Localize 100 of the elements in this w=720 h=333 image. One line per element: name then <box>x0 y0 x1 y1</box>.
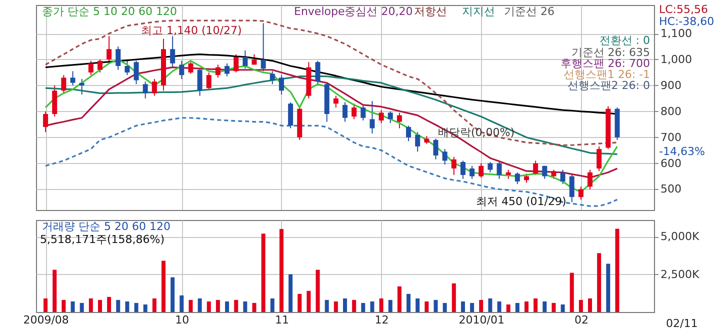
bar <box>352 300 356 312</box>
bar <box>134 302 138 312</box>
candlestick <box>388 110 393 124</box>
candlestick <box>569 174 574 203</box>
bar <box>397 286 402 312</box>
candlestick <box>333 95 338 108</box>
candlestick <box>242 50 248 70</box>
annotation: 거래량 단순 5 20 60 120 <box>42 220 170 233</box>
bar <box>424 301 429 312</box>
candlestick <box>488 161 493 173</box>
candlestick <box>415 132 420 152</box>
bar <box>180 295 184 312</box>
bar <box>143 304 148 312</box>
candlestick <box>560 169 566 185</box>
candlestick <box>61 74 66 94</box>
annotation: 최저 450 (01/29) <box>476 195 566 208</box>
candlestick <box>288 102 294 129</box>
candlestick <box>116 46 121 70</box>
candlestick <box>506 169 511 180</box>
candlestick <box>170 36 176 68</box>
candlestick <box>578 186 584 200</box>
y-tick-label: 700 <box>660 130 682 144</box>
candlestick <box>52 84 58 118</box>
bar <box>506 304 510 312</box>
annotation: 5,518,171주(158,86%) <box>40 233 165 246</box>
candlestick <box>315 60 320 86</box>
bar <box>379 298 384 312</box>
annotation: 저항선 <box>414 5 447 18</box>
candlestick <box>215 64 220 78</box>
candlestick <box>124 58 130 76</box>
y-tick-label: 1,000 <box>660 52 692 66</box>
bar <box>152 298 156 312</box>
candlestick <box>442 148 448 166</box>
candlestick <box>496 161 502 180</box>
annotation: 선행스팬2 26: 0 <box>567 79 650 92</box>
y-tick-label: 5,000K <box>660 230 700 244</box>
bar <box>80 302 84 312</box>
annotation: 후행스팬 26: 700 <box>560 57 650 70</box>
candlestick <box>270 70 275 85</box>
candlestick <box>179 60 184 80</box>
bar <box>243 301 248 312</box>
candlestick <box>524 173 529 184</box>
bar <box>270 298 274 312</box>
candlestick <box>188 62 194 74</box>
bar <box>588 298 592 312</box>
bar <box>188 300 193 312</box>
bar <box>361 302 366 312</box>
candlestick <box>43 110 48 133</box>
annotation: 기준선 26: 635 <box>571 46 650 59</box>
candlestick <box>79 78 84 96</box>
candlestick <box>588 169 593 190</box>
bar <box>416 298 420 312</box>
bar <box>460 301 465 312</box>
bar <box>306 290 311 312</box>
bar <box>578 300 583 312</box>
bar <box>515 302 520 312</box>
bar <box>570 272 574 312</box>
bar <box>606 264 610 312</box>
bar <box>497 301 502 312</box>
candlestick <box>478 162 484 178</box>
candlestick <box>152 78 157 96</box>
y-tick-label: 2,500K <box>660 268 700 281</box>
candlestick <box>97 58 102 73</box>
candlestick <box>406 125 412 142</box>
text: 02/11 <box>666 317 698 330</box>
candlestick <box>342 102 348 122</box>
x-tick-label: 2009/08 <box>23 314 69 326</box>
bar <box>198 298 202 312</box>
candlestick <box>451 156 456 176</box>
bar <box>388 300 392 312</box>
y-tick-label: 1,100 <box>660 27 692 40</box>
bar <box>560 304 565 312</box>
candlestick <box>542 165 548 180</box>
bar <box>261 234 266 312</box>
annotation: 종가 단순 5 10 20 60 120 <box>42 5 177 18</box>
bar <box>70 301 75 312</box>
candlestick <box>596 146 602 172</box>
bar <box>107 296 112 312</box>
bar <box>434 300 438 312</box>
candlestick <box>370 100 375 134</box>
bar <box>615 228 620 312</box>
bar <box>406 294 411 312</box>
x-tick-label: 10 <box>175 314 190 326</box>
y-tick-label: 900 <box>660 78 682 92</box>
text: LC:55,56 <box>659 3 708 16</box>
bar <box>288 274 293 312</box>
text: -14,63% <box>659 145 705 158</box>
bar <box>216 300 220 312</box>
y-tick-label: 800 <box>660 104 682 118</box>
bar <box>162 260 166 312</box>
bar <box>452 283 456 312</box>
candlestick <box>234 54 239 73</box>
bar <box>170 277 175 312</box>
text: HC:-38,60 <box>659 15 714 28</box>
bar <box>234 300 238 312</box>
bar <box>324 300 329 312</box>
annotation: 지지선 <box>462 5 495 18</box>
annotation: 기준선 26 <box>504 5 554 18</box>
bar <box>534 298 538 312</box>
bar <box>542 301 547 312</box>
